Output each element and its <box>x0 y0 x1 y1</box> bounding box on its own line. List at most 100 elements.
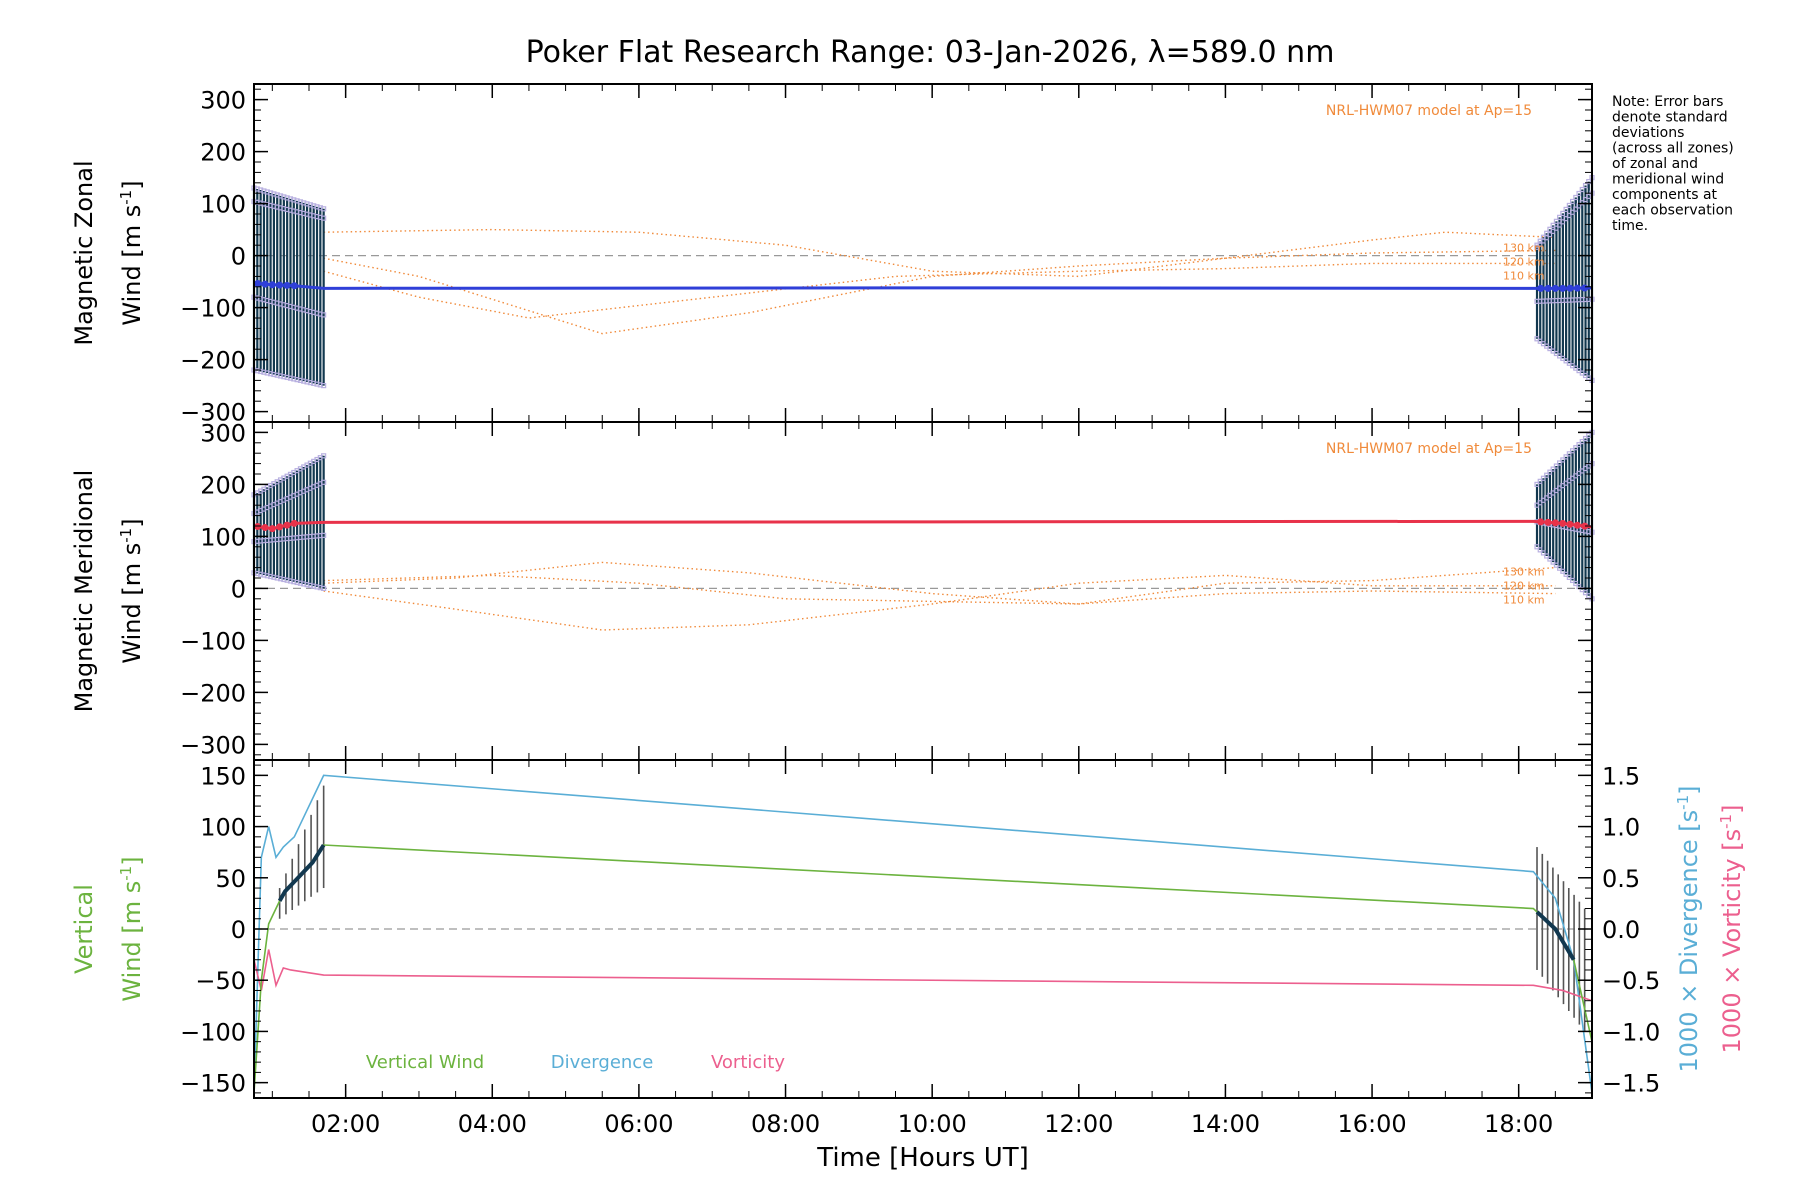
zone-point <box>297 199 304 205</box>
y-axis-label-sup: -1 <box>117 190 135 205</box>
zone-point <box>274 300 280 306</box>
zone-point <box>297 306 304 312</box>
y-tick-label: 0 <box>231 243 246 271</box>
wind-marker <box>268 525 276 533</box>
vorticity-axis-label-close: ] <box>1718 805 1746 814</box>
note-line: denote standard <box>1612 110 1728 126</box>
right-tick-label: 0.0 <box>1602 916 1640 944</box>
zone-point <box>1579 297 1585 303</box>
zone-point <box>1560 568 1566 574</box>
model-curve-130-km <box>323 561 1556 605</box>
altitude-label: 110 km <box>1503 269 1545 282</box>
zone-point <box>284 303 290 309</box>
zone-point <box>297 580 304 586</box>
zone-point <box>1582 196 1589 203</box>
zone-point <box>297 377 304 383</box>
zone-point <box>301 581 307 587</box>
zone-point <box>311 203 317 209</box>
zone-point <box>254 538 260 544</box>
zone-point <box>264 202 270 208</box>
zone-point <box>254 570 260 577</box>
x-tick-label: 04:00 <box>458 1110 527 1138</box>
zone-point <box>284 577 290 583</box>
zone-point <box>1553 218 1560 224</box>
y-axis-label-close: ] <box>118 180 146 189</box>
zone-point <box>307 533 313 540</box>
x-tick-label: 02:00 <box>311 1110 380 1138</box>
model-curve-120-km <box>323 574 1556 631</box>
zone-point <box>1576 190 1582 197</box>
zone-point <box>1547 298 1553 304</box>
zone-point <box>261 369 267 375</box>
zone-point <box>307 380 313 386</box>
zone-point <box>317 311 323 317</box>
zone-point <box>301 534 307 540</box>
zone-point <box>1569 448 1576 454</box>
zone-point <box>264 370 270 376</box>
zone-point <box>277 193 284 199</box>
zone-point <box>1547 231 1553 238</box>
wind-marker <box>1566 520 1574 528</box>
zone-point <box>294 305 300 311</box>
zone-point <box>1573 580 1579 587</box>
zone-point <box>281 194 287 200</box>
vertical-wind-segment <box>1535 910 1576 961</box>
zone-point <box>1569 209 1576 215</box>
zone-point <box>1579 186 1585 193</box>
zone-point <box>294 198 300 204</box>
zone-point <box>321 206 327 212</box>
zone-point <box>311 213 317 219</box>
zone-point <box>304 308 310 314</box>
zone-point <box>261 188 267 194</box>
x-tick-label: 18:00 <box>1484 1110 1553 1138</box>
zone-point <box>1579 587 1585 593</box>
fitted-wind-line <box>253 281 1593 290</box>
y-axis-label-sup: -1 <box>117 866 135 881</box>
zone-point <box>287 196 294 202</box>
zone-point <box>1582 182 1589 189</box>
zone-point <box>1576 297 1582 303</box>
panel-frame <box>253 421 1593 761</box>
note-line: meridional wind <box>1612 172 1724 188</box>
zone-point <box>258 571 264 577</box>
zone-point <box>1547 469 1553 475</box>
y-tick-label: −100 <box>180 627 246 655</box>
y-axis-label-close: ] <box>118 856 146 865</box>
y-tick-label: 300 <box>200 419 246 447</box>
fitted-wind-line <box>253 519 1593 531</box>
wind-marker <box>1581 522 1589 530</box>
zone-point <box>1563 206 1569 213</box>
zone-point <box>1576 442 1582 448</box>
wind-marker <box>290 282 298 290</box>
zone-point <box>301 307 307 313</box>
y-tick-label: −200 <box>180 347 246 375</box>
zone-point <box>271 537 277 543</box>
y-tick-label: −300 <box>180 731 246 759</box>
wind-marker <box>1581 284 1589 292</box>
zone-point <box>1586 432 1592 439</box>
zone-point <box>321 479 327 485</box>
zone-point <box>317 533 323 539</box>
zone-point <box>267 537 274 543</box>
zone-point <box>1586 593 1592 599</box>
zone-point <box>294 535 300 541</box>
zone-point <box>277 373 284 379</box>
zone-point <box>1553 562 1560 568</box>
zone-point <box>1560 297 1566 303</box>
zone-point <box>264 537 270 544</box>
altitude-label: 120 km <box>1503 579 1545 592</box>
x-tick-label: 12:00 <box>1044 1110 1113 1138</box>
note-line: time. <box>1612 218 1648 234</box>
zone-point <box>258 368 264 375</box>
zone-point <box>1566 451 1572 457</box>
vertical-wind-panel: 1.5 1.0 0.5 0.0 −0.5 −1.0 −1.5 02:00 04:00 06:00 0… <box>70 84 1746 1173</box>
zone-point <box>311 583 317 589</box>
zone-point <box>1537 298 1543 304</box>
y-tick-label: 150 <box>200 762 246 790</box>
y-tick-label: 100 <box>200 191 246 219</box>
note-line: Note: Error bars <box>1612 94 1723 110</box>
zone-point <box>284 536 290 542</box>
